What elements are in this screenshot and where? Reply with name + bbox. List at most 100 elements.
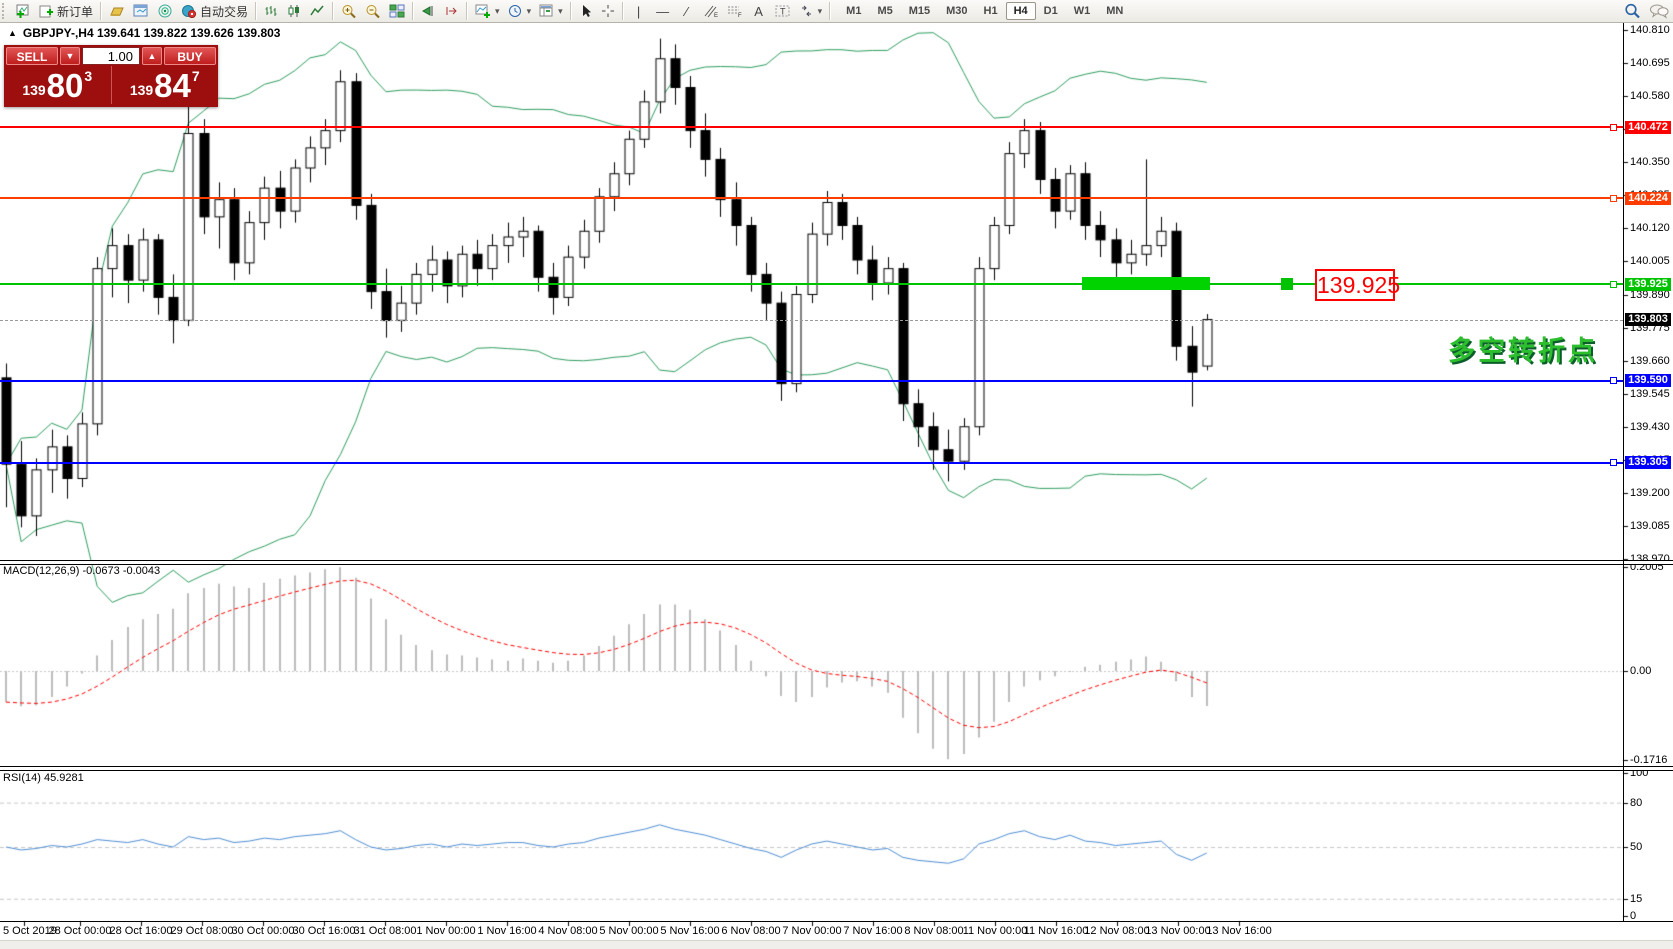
periods-button[interactable]: ▾ <box>504 0 536 22</box>
new-order-button[interactable]: 新订单 <box>35 0 97 22</box>
main-toolbar: 新订单 自动交易 <box>0 0 1673 23</box>
volume-increase-button[interactable]: ▲ <box>142 47 162 65</box>
indicators-button[interactable]: ▾ <box>471 0 504 22</box>
toolbar-separator <box>255 2 258 20</box>
line-end-handle[interactable] <box>1610 194 1617 202</box>
cursor-tool-button[interactable] <box>575 0 597 22</box>
volume-decrease-button[interactable]: ▼ <box>60 47 80 65</box>
time-axis-label: 7 Nov 16:00 <box>843 925 903 937</box>
horizontal-line-139305[interactable] <box>0 461 1623 464</box>
pane-separator-macd[interactable] <box>0 560 1673 565</box>
bar-chart-icon <box>265 6 277 16</box>
price-callout-label[interactable]: 139.925 <box>1315 269 1400 301</box>
new-chart-icon <box>16 4 29 18</box>
buy-price-pips: 84 <box>154 67 191 104</box>
zoom-in-icon <box>342 4 356 18</box>
time-axis-label: 4 Nov 08:00 <box>538 925 598 937</box>
sell-price-pips: 80 <box>46 67 84 104</box>
text-label-tool-button[interactable]: T <box>771 0 795 22</box>
horizontal-line-139925[interactable] <box>0 283 1623 286</box>
hline-highlight-segment[interactable] <box>1082 277 1210 290</box>
tile-windows-icon <box>389 4 405 18</box>
pane-separator-rsi[interactable] <box>0 766 1673 771</box>
price-tick-label: 139.545 <box>1630 387 1670 400</box>
horizontal-line-140224[interactable] <box>0 197 1623 200</box>
tile-windows-button[interactable] <box>385 0 409 22</box>
bar-chart-mode-button[interactable] <box>260 0 283 22</box>
timeframe-m1[interactable]: M1 <box>846 5 862 17</box>
rsi-axis-label: 0 <box>1630 910 1637 922</box>
timeframe-mn[interactable]: MN <box>1106 5 1124 17</box>
auto-trading-icon <box>182 5 197 18</box>
horizontal-line-140472[interactable] <box>0 126 1623 129</box>
buy-price-figure: 139 <box>129 82 154 98</box>
timeframe-h1[interactable]: H1 <box>983 5 998 17</box>
equidistant-channel-tool-button[interactable]: E <box>699 0 723 22</box>
price-tick-label: 140.810 <box>1630 24 1670 36</box>
auto-trading-button[interactable]: 自动交易 <box>177 0 252 22</box>
timeframe-d1[interactable]: D1 <box>1043 5 1058 17</box>
collapse-arrow-icon[interactable]: ▲ <box>8 28 17 38</box>
profiles-button[interactable] <box>105 0 129 22</box>
line-end-handle[interactable] <box>1610 280 1617 288</box>
templates-icon <box>539 4 553 17</box>
auto-scroll-button[interactable] <box>417 0 440 22</box>
trend-annotation-text[interactable]: 多空转折点 <box>1448 336 1598 366</box>
text-tool-button[interactable]: A <box>747 0 771 22</box>
timeframe-m30[interactable]: M30 <box>946 5 968 17</box>
vertical-line-tool-button[interactable]: | <box>627 0 651 22</box>
sell-button[interactable]: SELL <box>6 47 58 65</box>
zoom-out-button[interactable] <box>361 0 385 22</box>
line-end-handle[interactable] <box>1610 459 1617 467</box>
buy-price[interactable]: 139 84 7 <box>112 66 219 104</box>
time-axis-label: 1 Nov 16:00 <box>477 925 537 937</box>
templates-button[interactable]: ▾ <box>535 0 567 22</box>
arrows-tool-button[interactable]: ▾ <box>795 0 827 22</box>
hline-drag-handle[interactable] <box>1281 278 1293 290</box>
time-axis-label: 28 Oct 00:00 <box>48 925 112 937</box>
sell-price[interactable]: 139 80 3 <box>4 66 112 104</box>
time-axis-label: 11 Nov 00:00 <box>962 925 1028 937</box>
crosshair-tool-button[interactable] <box>597 0 619 22</box>
trendline-tool-button[interactable]: ∕ <box>675 0 699 22</box>
horizontal-line-139590[interactable] <box>0 379 1623 382</box>
line-end-handle[interactable] <box>1610 377 1617 385</box>
timeframe-m15[interactable]: M15 <box>908 5 931 17</box>
timeframe-m5[interactable]: M5 <box>877 5 893 17</box>
search-button[interactable] <box>1620 0 1645 22</box>
equidistant-channel-icon: E <box>704 5 718 18</box>
rsi-axis-label: 15 <box>1630 892 1643 905</box>
horizontal-scrollbar[interactable] <box>0 940 1673 949</box>
chat-button[interactable] <box>1645 0 1673 22</box>
hline-price-flag: 140.224 <box>1625 191 1671 205</box>
rsi-indicator-label: RSI(14) 45.9281 <box>3 772 84 784</box>
timeframe-h4[interactable]: H4 <box>1005 2 1036 20</box>
svg-text:E: E <box>714 13 718 18</box>
new-chart-button[interactable] <box>11 0 35 22</box>
buy-button[interactable]: BUY <box>164 47 216 65</box>
price-tick-label: 139.660 <box>1630 354 1670 367</box>
periods-dropdown-arrow: ▾ <box>526 5 532 16</box>
toolbar-grip[interactable] <box>2 3 9 19</box>
price-chart-canvas[interactable] <box>0 23 1673 949</box>
volume-input[interactable]: 1.00 <box>82 47 140 65</box>
market-watch-button[interactable] <box>129 0 153 22</box>
chart-area: 140.810140.695140.580140.465140.350140.2… <box>0 23 1673 949</box>
chart-shift-button[interactable] <box>440 0 463 22</box>
toolbar-separator <box>332 2 335 20</box>
horizontal-line-tool-button[interactable]: — <box>651 0 675 22</box>
zoom-in-button[interactable] <box>337 0 361 22</box>
timeframe-w1[interactable]: W1 <box>1073 5 1091 17</box>
auto-scroll-icon <box>422 6 433 16</box>
fibonacci-tool-button[interactable]: F <box>723 0 747 22</box>
price-tick-label: 139.085 <box>1630 519 1670 532</box>
candlestick-mode-button[interactable] <box>283 0 306 22</box>
line-chart-mode-button[interactable] <box>306 0 329 22</box>
macd-axis-label: -0.1716 <box>1630 754 1668 766</box>
signals-button[interactable] <box>153 0 177 22</box>
toolbar-separator <box>569 2 572 20</box>
line-end-handle[interactable] <box>1610 123 1617 131</box>
toolbar-separator <box>412 2 415 20</box>
price-tick-label: 140.120 <box>1630 222 1670 235</box>
